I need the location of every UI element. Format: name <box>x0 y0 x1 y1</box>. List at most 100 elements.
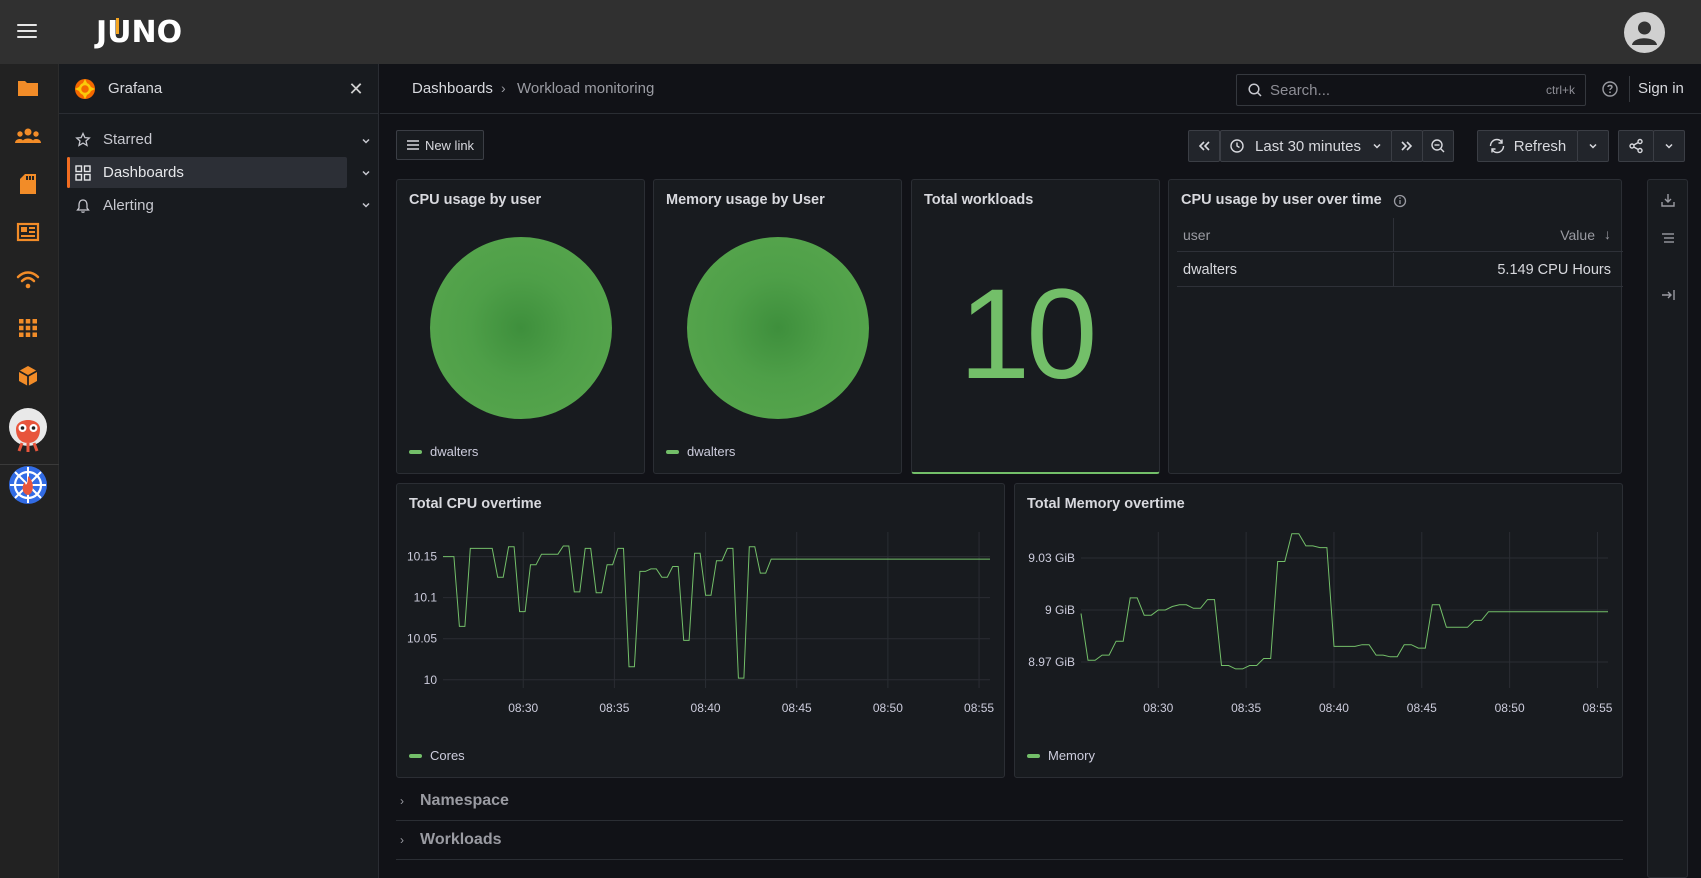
breadcrumb: Dashboards › Workload monitoring Search.… <box>380 64 1701 114</box>
dashboard-grid-icon <box>75 164 91 181</box>
chevron-down-icon[interactable] <box>359 166 373 180</box>
panel-memory-by-user[interactable]: Memory usage by User dwalters <box>653 179 902 474</box>
user-avatar[interactable] <box>1624 12 1665 53</box>
y-tick-label: 8.97 GiB <box>1028 655 1075 669</box>
time-forward-button[interactable] <box>1391 130 1423 162</box>
panel-total-cpu-overtime[interactable]: Total CPU overtime 08:30 08:35 08:40 08:45 0… <box>396 483 1005 778</box>
chevron-right-icon: › <box>400 833 404 847</box>
panel-cpu-usage-over-time[interactable]: CPU usage by user over time user Value ↓… <box>1168 179 1623 474</box>
new-link-label: New link <box>424 137 475 153</box>
panel-total-workloads[interactable]: Total workloads 10 <box>911 179 1160 474</box>
legend-item[interactable]: dwalters <box>666 444 735 459</box>
time-back-button[interactable] <box>1188 130 1220 162</box>
column-header-value[interactable]: Value <box>1560 227 1595 243</box>
row-title: Workloads <box>420 831 502 848</box>
series-line-memory <box>1080 533 1608 670</box>
row-workloads[interactable]: › Workloads <box>396 822 1623 860</box>
refresh-icon <box>1489 138 1504 154</box>
chevron-down-icon[interactable] <box>359 134 373 148</box>
pie-slice-dwalters[interactable] <box>687 237 869 419</box>
right-toolbar <box>1647 179 1688 878</box>
chevrons-right-icon <box>1401 141 1413 151</box>
collapse-right-icon[interactable] <box>1660 287 1676 303</box>
legend-label: dwalters <box>430 444 479 459</box>
panel-title: CPU usage by user over time <box>1181 192 1382 208</box>
clock-icon <box>1230 139 1244 153</box>
column-header-user[interactable]: user <box>1183 227 1211 243</box>
wifi-icon[interactable] <box>14 266 42 294</box>
help-icon[interactable] <box>1600 79 1620 99</box>
x-tick-label: 08:30 <box>508 701 538 715</box>
x-tick-label: 08:35 <box>1231 701 1261 715</box>
legend-label: dwalters <box>687 444 736 459</box>
legend-item[interactable]: Memory <box>1027 748 1095 763</box>
users-icon[interactable] <box>14 122 42 150</box>
chevron-down-icon[interactable] <box>359 198 373 212</box>
x-tick-label: 08:50 <box>873 701 903 715</box>
cpu-line-chart[interactable]: 08:30 08:35 08:40 08:45 08:50 08:55 10 10.05 10.… <box>397 524 1004 734</box>
share-button[interactable] <box>1618 130 1654 162</box>
refresh-interval-dropdown[interactable] <box>1577 130 1609 162</box>
info-icon[interactable] <box>1392 193 1408 209</box>
x-tick-label: 08:55 <box>1582 701 1612 715</box>
grid-icon[interactable] <box>14 314 42 342</box>
menu-icon[interactable] <box>14 20 40 42</box>
newspaper-icon[interactable] <box>14 218 42 246</box>
breadcrumb-dashboards[interactable]: Dashboards <box>412 80 493 97</box>
refresh-button[interactable]: Refresh <box>1477 130 1578 162</box>
chevrons-left-icon <box>1198 141 1210 151</box>
panel-cpu-by-user[interactable]: CPU usage by user dwalters <box>396 179 645 474</box>
outline-list-icon[interactable] <box>1660 230 1676 246</box>
time-range-picker[interactable]: Last 30 minutes <box>1220 130 1392 162</box>
sidebar-item-dashboards[interactable]: Dashboards <box>67 157 347 188</box>
pie-slice-dwalters[interactable] <box>430 237 612 419</box>
new-link-button[interactable]: New link <box>396 130 484 160</box>
share-dropdown[interactable] <box>1653 130 1685 162</box>
sidebar-item-starred[interactable]: Starred <box>67 124 347 155</box>
row-namespace[interactable]: › Namespace <box>396 783 1623 821</box>
close-icon[interactable]: ✕ <box>348 79 364 99</box>
sort-desc-icon[interactable]: ↓ <box>1604 226 1611 242</box>
y-tick-label: 9.03 GiB <box>1028 551 1075 565</box>
app-rail <box>0 64 59 878</box>
sidebar-title: Grafana <box>108 80 163 97</box>
bell-icon <box>76 198 90 213</box>
person-icon <box>1632 21 1657 45</box>
panel-title: Memory usage by User <box>666 192 825 208</box>
x-tick-label: 08:50 <box>1495 701 1525 715</box>
x-tick-label: 08:55 <box>964 701 994 715</box>
argo-logo[interactable] <box>8 407 48 453</box>
column-divider <box>1393 218 1394 252</box>
grafana-logo-icon <box>75 78 95 99</box>
sign-in-link[interactable]: Sign in <box>1638 80 1684 97</box>
juno-logo[interactable]: JUNO <box>96 15 183 50</box>
breadcrumb-separator: › <box>501 80 506 96</box>
top-bar: JUNO <box>0 0 1701 64</box>
sd-card-icon[interactable] <box>14 170 42 198</box>
panel-title: CPU usage by user <box>409 192 542 208</box>
list-icon <box>406 140 419 150</box>
y-tick-label: 9 GiB <box>1045 603 1075 617</box>
table-cell-user: dwalters <box>1183 262 1237 278</box>
legend-item[interactable]: Cores <box>409 748 465 763</box>
package-icon[interactable] <box>14 362 42 390</box>
zoom-out-button[interactable] <box>1422 130 1454 162</box>
kubeflow-logo[interactable] <box>7 464 49 506</box>
folder-icon[interactable] <box>14 74 42 102</box>
memory-line-chart[interactable]: 08:30 08:35 08:40 08:45 08:50 08:55 8.97 GiB 9 … <box>1015 524 1622 734</box>
panel-total-memory-overtime[interactable]: Total Memory overtime 08:30 08:35 08:40 08:… <box>1014 483 1623 778</box>
panel-title: Total CPU overtime <box>409 496 542 512</box>
download-icon[interactable] <box>1660 192 1676 208</box>
sidebar-item-label: Starred <box>103 131 153 148</box>
search-input[interactable]: Search... ctrl+k <box>1236 74 1586 106</box>
table-header: user Value ↓ <box>1177 218 1623 252</box>
chevron-down-icon <box>1589 143 1597 149</box>
chevron-right-icon: › <box>400 794 404 808</box>
star-icon <box>75 131 91 147</box>
time-range-label: Last 30 minutes <box>1255 137 1361 155</box>
legend-item[interactable]: dwalters <box>409 444 478 459</box>
table-cell-value: 5.149 CPU Hours <box>1497 262 1611 278</box>
sidebar-item-alerting[interactable]: Alerting <box>67 190 347 221</box>
chevron-down-icon <box>1665 143 1673 149</box>
chevron-down-icon <box>1373 143 1381 149</box>
